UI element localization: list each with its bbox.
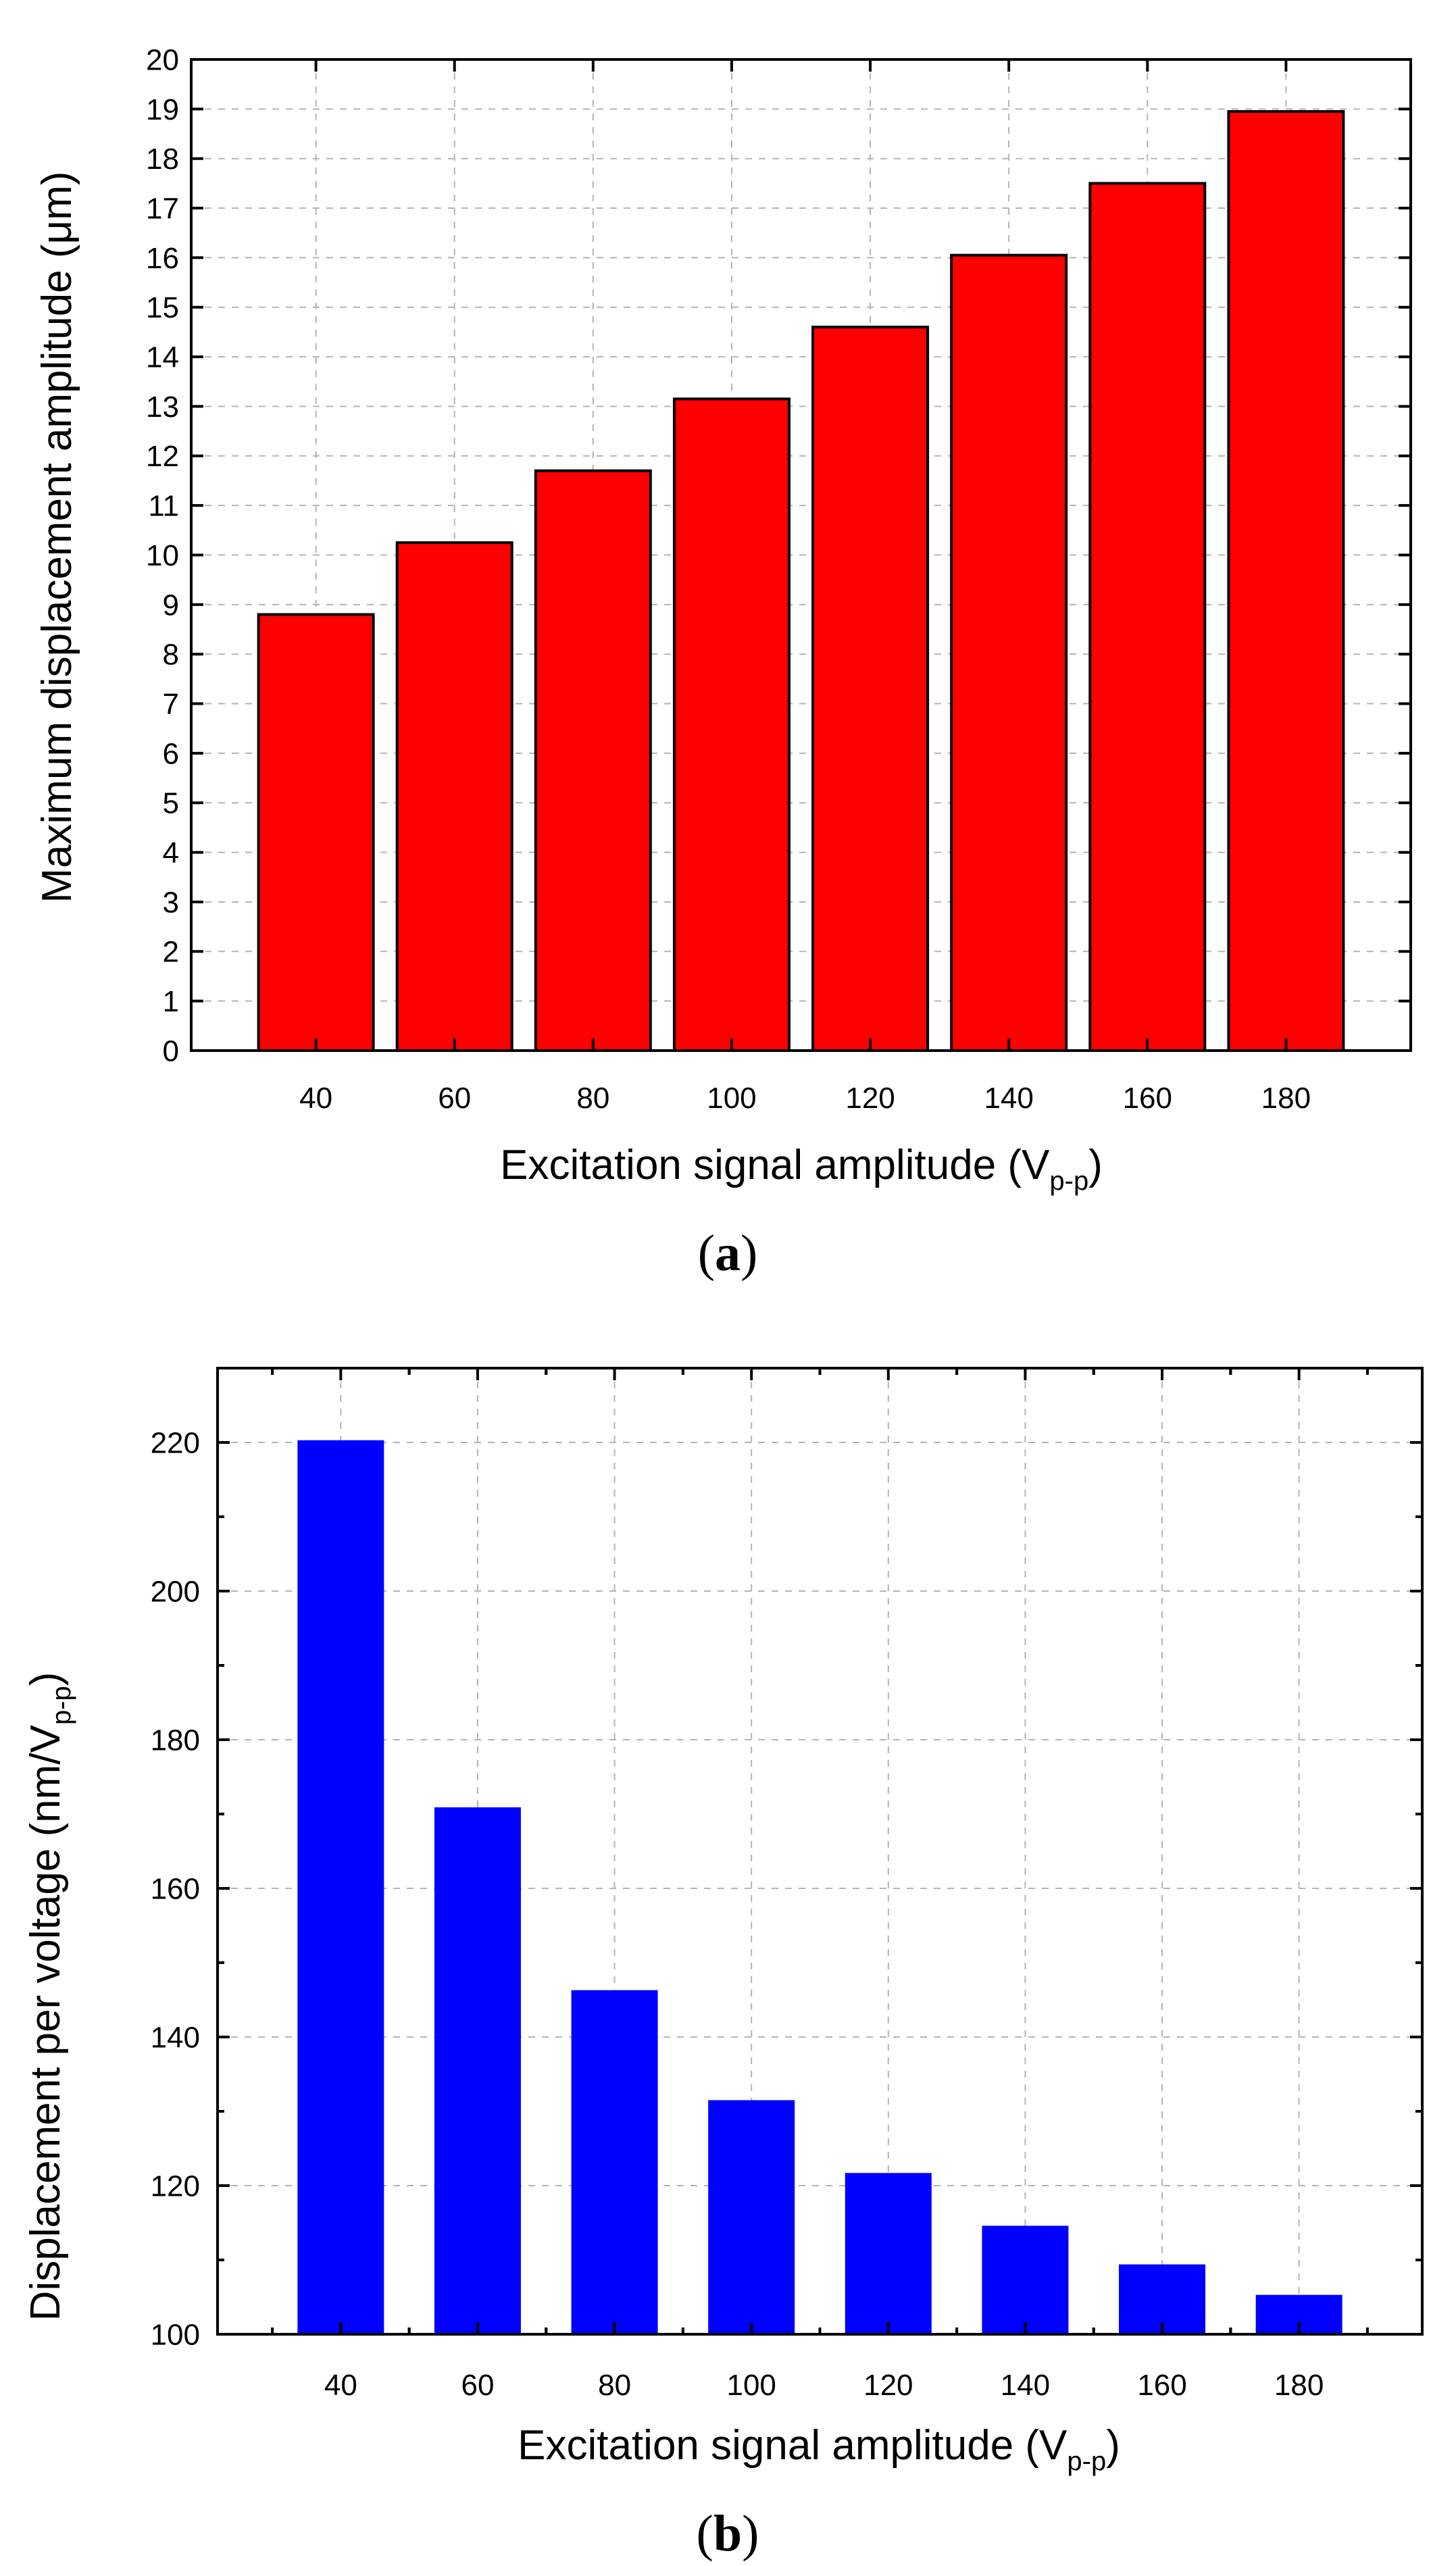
panel-a-y-axis-label: Maximum displacement amplitude (μm) [34,171,80,903]
panel-a-x-tick-label: 60 [438,1082,471,1115]
panel-b-y-tick-label: 160 [151,1872,200,1905]
panel-b-x-tick-label: 80 [598,2369,631,2402]
panel-a-y-tick-label: 10 [146,539,179,572]
panel-b-x-tick-label: 100 [726,2369,776,2402]
panel-a-y-tick-label: 17 [146,192,179,225]
panel-b-gridlines [218,1368,1422,2334]
panel-b-bar [571,1990,658,2334]
panel-b-x-tick-label: 120 [863,2369,913,2402]
panel-a-bar [811,326,930,1053]
panel-a-x-axis-label: Excitation signal amplitude (Vp-p) [500,1142,1103,1196]
panel-a-y-tick-label: 8 [163,638,179,672]
chart-panel-b: 100 120 140 160 180 200 220 40 60 80 100 120 140 160… [22,1367,1424,2562]
panel-a-y-tick-label: 4 [163,836,179,870]
panel-a-y-tick-label: 14 [146,341,179,374]
panel-b-x-tick-label: 140 [1001,2369,1050,2402]
panel-b-bars [297,1440,1342,2334]
panel-a-x-tick-label: 80 [576,1082,609,1115]
panel-a-y-tick-label: 11 [148,490,179,523]
panel-b-bar [297,1440,384,2334]
panel-b-y-tick-labels: 100 120 140 160 180 200 220 [151,1426,200,2351]
panel-a-x-tick-labels: 40 60 80 100 120 140 160 180 [299,1082,1311,1115]
panel-a-x-tick-label: 180 [1261,1082,1311,1115]
panel-a-ticks [191,58,1411,1052]
panel-b-x-tick-label: 40 [324,2369,357,2402]
panel-a-bar [672,397,790,1052]
panel-a-bar [395,541,513,1052]
panel-a-bar [1227,110,1345,1053]
panel-a-y-tick-label: 0 [163,1034,179,1067]
panel-b-bar [434,1807,521,2334]
panel-a-y-tick-label: 3 [163,886,179,919]
panel-a-caption: (a) [698,1225,758,1282]
panel-a-y-tick-label: 6 [163,737,179,770]
panel-a-y-tick-label: 13 [146,391,179,424]
panel-a-bar [950,253,1068,1052]
panel-b-x-tick-labels: 40 60 80 100 120 140 160 180 [324,2369,1324,2402]
panel-b-y-tick-label: 120 [151,2169,200,2203]
panel-a-bar [1088,182,1207,1052]
panel-b-x-tick-label: 160 [1137,2369,1186,2402]
panel-a-bar [534,469,652,1052]
panel-a-y-tick-label: 15 [146,291,179,324]
panel-b-x-tick-label: 60 [461,2369,494,2402]
panel-b-ticks [218,1368,1422,2336]
panel-a-y-tick-label: 7 [163,688,179,721]
panel-a-y-tick-label: 16 [146,242,179,275]
panel-b-x-tick-label: 180 [1274,2369,1324,2402]
panel-a-y-tick-label: 19 [146,93,179,126]
panel-b-y-tick-label: 220 [151,1426,200,1459]
panel-b-caption: (b) [697,2505,759,2562]
panel-a-bar [257,613,375,1052]
panel-a-y-tick-label: 2 [163,936,179,969]
panel-a-y-tick-label: 1 [163,985,179,1018]
panel-a-y-tick-label: 12 [146,440,179,473]
panel-a-x-tick-label: 140 [984,1082,1033,1115]
panel-b-y-tick-label: 140 [151,2021,200,2054]
panel-a-y-tick-label: 18 [146,143,179,176]
panel-b-y-tick-label: 180 [151,1724,200,1757]
panel-b-y-axis-label: Displacement per voltage (nm/Vp-p) [22,1672,76,2321]
panel-b-y-tick-label: 100 [151,2318,200,2351]
panel-b-y-tick-label: 200 [151,1575,200,1608]
panel-b-bar [708,2100,795,2334]
panel-a-x-tick-label: 160 [1123,1082,1172,1115]
panel-b-bar [845,2173,932,2334]
panel-a-bars [257,110,1345,1053]
panel-a-y-tick-label: 5 [163,787,179,820]
panel-a-y-tick-label: 20 [146,43,179,76]
panel-b-bar [982,2225,1069,2334]
panel-a-x-tick-label: 100 [707,1082,756,1115]
panel-a-x-tick-label: 40 [299,1082,332,1115]
panel-a-x-tick-label: 120 [845,1082,895,1115]
panel-a-y-tick-label: 9 [163,588,179,622]
panel-b-x-axis-label: Excitation signal amplitude (Vp-p) [518,2422,1120,2476]
